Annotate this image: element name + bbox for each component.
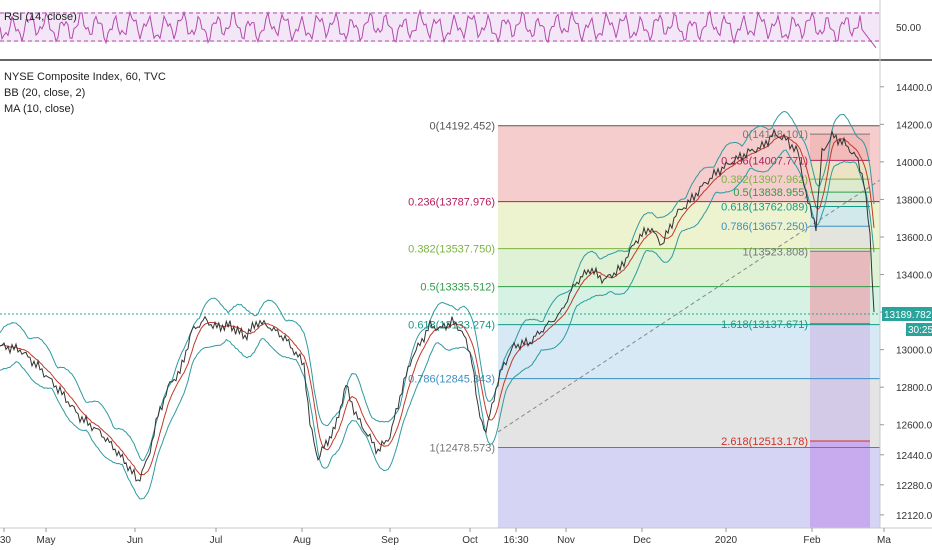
fib-small-zone — [810, 160, 870, 180]
time-axis-label: Feb — [803, 535, 821, 546]
fib-retracement-lines: 0(14192.452) 0.236(13787.976) 0.382(13537.… — [408, 121, 880, 455]
fib-small-zone — [810, 226, 870, 252]
time-axis-label: Nov — [557, 535, 575, 546]
fib-level-label: 1(12478.573) — [430, 443, 495, 455]
fib-small-level-label: 0(14148.101) — [743, 129, 808, 141]
fib-small-zone — [810, 206, 870, 227]
time-axis-label: :30 — [0, 535, 11, 546]
fib-level-label: 0.786(12845.343) — [408, 374, 495, 386]
time-axis-label: Jun — [127, 535, 143, 546]
fib-small-level-label: 1.618(13137.671) — [721, 319, 808, 331]
bollinger-lower-band — [0, 149, 875, 500]
bar-countdown: 30:25 — [908, 325, 932, 336]
fib-small-zone — [810, 192, 870, 207]
price-axis-label: 14200.000 — [896, 120, 932, 131]
price-axis-label: 12120.000 — [896, 511, 932, 522]
price-axis-label: 12440.000 — [896, 451, 932, 462]
current-price-tag: 13189.782 30:25 — [882, 307, 932, 337]
price-axis[interactable]: 14400.000 14200.000 14000.000 13800.000 1360… — [880, 83, 932, 522]
fib-small-level-label: 0.786(13657.250) — [721, 221, 808, 233]
price-axis-label: 13400.000 — [896, 271, 932, 282]
moving-average-line — [0, 135, 875, 476]
rsi-legend: RSI (14, close) — [4, 11, 77, 23]
fib-small-zone — [810, 251, 870, 324]
price-axis-label: 13600.000 — [896, 233, 932, 244]
price-axis-label: 13800.000 — [896, 195, 932, 206]
price-axis-label: 13000.000 — [896, 346, 932, 357]
time-axis-label: May — [37, 535, 56, 546]
price-axis-label: 14000.000 — [896, 158, 932, 169]
time-axis-label: Ma — [877, 535, 891, 546]
main-legend-symbol: NYSE Composite Index, 60, TVC — [4, 71, 166, 83]
rsi-tick-label: 50.00 — [896, 23, 921, 34]
fib-small-level-label: 0.382(13907.962) — [721, 174, 808, 186]
time-axis-label: Sep — [381, 535, 399, 546]
time-axis-label: 2020 — [715, 535, 738, 546]
price-axis-label: 12800.000 — [896, 383, 932, 394]
fib-level-label: 0.5(13335.512) — [420, 282, 495, 294]
main-legend-ma: MA (10, close) — [4, 103, 74, 115]
fib-small-zone — [810, 323, 870, 442]
time-axis-label: Dec — [633, 535, 651, 546]
time-axis-label: Jul — [210, 535, 223, 546]
price-axis-label: 14400.000 — [896, 83, 932, 94]
fib-small-level-label: 0.5(13838.955) — [733, 187, 808, 199]
current-price-value: 13189.782 — [884, 310, 932, 321]
time-axis[interactable]: :30 May Jun Jul Aug Sep Oct 16:30 Nov Dec 2020 Feb M… — [0, 528, 891, 546]
fib-small-level-label: 1(13523.808) — [743, 246, 808, 258]
fib-level-label: 0(14192.452) — [430, 121, 495, 133]
rsi-band — [0, 12, 880, 42]
fib-small-zone — [810, 441, 870, 528]
fib-small-level-label: 0.618(13762.089) — [721, 202, 808, 214]
fib-level-label: 0.236(13787.976) — [408, 197, 495, 209]
price-series-line — [0, 128, 875, 482]
rsi-line — [0, 8, 877, 49]
main-legend-bb: BB (20, close, 2) — [4, 87, 85, 99]
fib-small-level-label: 2.618(12513.178) — [721, 436, 808, 448]
bollinger-upper-band — [0, 110, 875, 462]
time-axis-label: Oct — [462, 535, 478, 546]
time-axis-label: 16:30 — [503, 535, 528, 546]
price-axis-label: 12280.000 — [896, 481, 932, 492]
rsi-panel: RSI (14, close) 50.00 — [0, 8, 921, 49]
fib-level-label: 0.382(13537.750) — [408, 244, 495, 256]
fib-retracement-small-zones — [810, 134, 870, 528]
price-axis-label: 12600.000 — [896, 421, 932, 432]
time-axis-label: Aug — [293, 535, 311, 546]
